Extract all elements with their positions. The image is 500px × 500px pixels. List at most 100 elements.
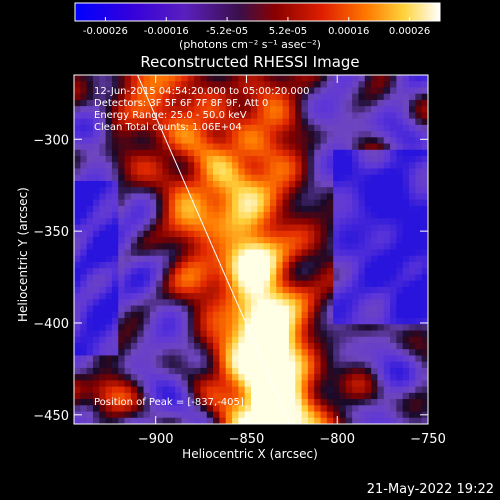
heatmap-cell <box>288 93 296 101</box>
heatmap-cell <box>371 380 379 388</box>
heatmap-cell <box>276 218 284 226</box>
heatmap-cell <box>130 168 138 176</box>
heatmap-cell <box>124 131 132 138</box>
heatmap-cell <box>130 218 138 226</box>
heatmap-cell <box>244 411 252 419</box>
heatmap-cell <box>345 99 353 107</box>
colorbar-tick-label: 0.00026 <box>389 26 430 37</box>
heatmap-cell <box>80 131 88 138</box>
heatmap-cell <box>86 249 94 257</box>
heatmap-cell <box>244 255 252 263</box>
heatmap-cell <box>339 205 347 213</box>
heatmap-cell <box>282 293 290 300</box>
heatmap-cell <box>364 87 372 95</box>
heatmap-cell <box>99 205 107 213</box>
heatmap-cell <box>143 137 151 145</box>
heatmap-cell <box>206 367 214 375</box>
heatmap-cell <box>320 342 328 350</box>
heatmap-cell <box>383 137 391 145</box>
heatmap-cell <box>396 106 404 113</box>
heatmap-cell <box>251 286 258 294</box>
heatmap-cell <box>92 261 100 269</box>
heatmap-cell <box>219 118 227 126</box>
heatmap-cell <box>301 355 309 363</box>
heatmap-cell <box>301 212 309 219</box>
heatmap-cell <box>162 392 170 400</box>
heatmap-cell <box>320 224 328 232</box>
heatmap-cell <box>105 367 113 375</box>
heatmap-cell <box>105 243 113 251</box>
heatmap-cell <box>168 361 176 369</box>
heatmap-cell <box>364 212 372 219</box>
heatmap-cell <box>288 417 296 424</box>
heatmap-cell <box>333 230 341 238</box>
heatmap-cell <box>80 324 88 332</box>
heatmap-cell <box>175 212 183 219</box>
heatmap-cell <box>358 249 366 257</box>
heatmap-cell <box>175 156 183 163</box>
heatmap-cell <box>137 299 145 307</box>
heatmap-cell <box>92 399 100 406</box>
heatmap-cell <box>333 280 341 288</box>
heatmap-cell <box>263 305 271 313</box>
heatmap-cell <box>377 274 385 282</box>
heatmap-cell <box>402 162 410 170</box>
heatmap-cell <box>130 205 138 213</box>
heatmap-cell <box>301 411 309 419</box>
heatmap-cell <box>390 156 397 163</box>
heatmap-cell <box>326 411 334 419</box>
heatmap-cell <box>282 131 290 138</box>
heatmap-cell <box>86 99 94 107</box>
heatmap-cell <box>130 255 138 263</box>
heatmap-cell <box>118 417 126 424</box>
heatmap-cell <box>396 286 404 294</box>
heatmap-cell <box>390 336 397 344</box>
heatmap-cell <box>156 174 164 182</box>
heatmap-cell <box>213 168 220 176</box>
heatmap-cell <box>257 174 265 182</box>
heatmap-cell <box>383 180 391 188</box>
heatmap-cell <box>219 367 227 375</box>
heatmap-cell <box>307 405 315 413</box>
colorbar-units: (photons cm⁻² s⁻¹ asec⁻²) <box>179 38 321 51</box>
heatmap-cell <box>92 168 100 176</box>
heatmap-cell <box>263 286 271 294</box>
heatmap-cell <box>345 218 353 226</box>
heatmap-cell <box>213 336 220 344</box>
heatmap-cell <box>282 249 290 257</box>
heatmap-cell <box>232 286 239 294</box>
heatmap-cell <box>194 131 202 138</box>
heatmap-cell <box>168 280 176 288</box>
heatmap-cell <box>263 411 271 419</box>
heatmap-cell <box>219 330 227 338</box>
heatmap-cell <box>213 330 220 338</box>
heatmap-cell <box>269 299 277 307</box>
heatmap-cell <box>80 87 88 95</box>
heatmap-cell <box>124 187 132 195</box>
heatmap-cell <box>149 330 157 338</box>
heatmap-cell <box>307 118 315 126</box>
heatmap-cell <box>162 261 170 269</box>
heatmap-cell <box>301 274 309 282</box>
heatmap-cell <box>92 224 100 232</box>
heatmap-cell <box>162 81 170 89</box>
heatmap-cell <box>225 187 233 195</box>
heatmap-cell <box>130 212 138 219</box>
heatmap-cell <box>86 336 94 344</box>
heatmap-cell <box>282 268 290 276</box>
heatmap-cell <box>415 336 423 344</box>
heatmap-cell <box>162 143 170 151</box>
heatmap-cell <box>415 99 423 107</box>
heatmap-cell <box>364 230 372 238</box>
heatmap-cell <box>251 75 258 82</box>
heatmap-cell <box>244 367 252 375</box>
heatmap-cell <box>244 280 252 288</box>
heatmap-cell <box>390 386 397 394</box>
heatmap-cell <box>143 193 151 201</box>
heatmap-cell <box>282 342 290 350</box>
heatmap-cell <box>371 399 379 406</box>
heatmap-cell <box>383 374 391 381</box>
heatmap-cell <box>345 399 353 406</box>
heatmap-cell <box>130 162 138 170</box>
heatmap-cell <box>314 405 322 413</box>
